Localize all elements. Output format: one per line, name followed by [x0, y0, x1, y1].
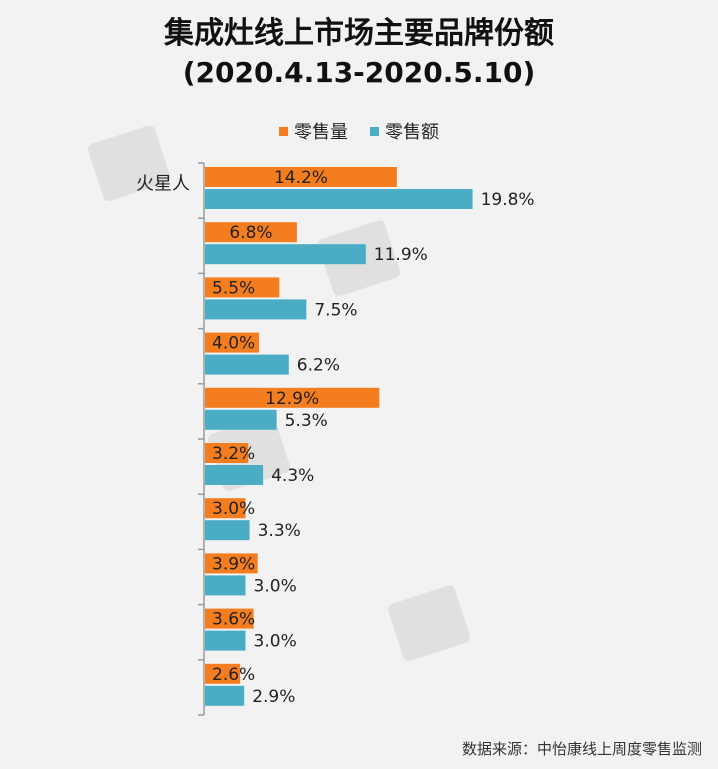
- bar-volume: [205, 222, 297, 243]
- legend-swatch-value: [370, 126, 379, 136]
- bar-value: [205, 189, 473, 209]
- bar-volume: [205, 608, 254, 629]
- bar-value: [205, 575, 246, 596]
- legend-swatch-volume: [279, 126, 288, 136]
- bar-volume: [205, 387, 380, 408]
- data-label-volume: 14.2%: [274, 168, 328, 188]
- legend-item-volume: 零售量: [279, 118, 348, 144]
- chart-title: 集成灶线上市场主要品牌份额: [164, 16, 554, 51]
- bar-value: [205, 299, 307, 320]
- bar-value: [205, 409, 277, 430]
- data-label-volume: 3.6%: [212, 610, 255, 630]
- category-label: 火星人: [136, 174, 190, 195]
- data-label-value: 7.5%: [314, 300, 357, 320]
- data-label-value: 19.8%: [481, 190, 535, 210]
- legend: 零售量 零售额: [0, 118, 718, 144]
- bar-volume: [205, 332, 260, 353]
- data-label-value: 11.9%: [374, 245, 428, 265]
- data-label-volume: 4.0%: [212, 334, 255, 354]
- bars-group: 14.2% 19.8% 6.8% 11.9% 5.5% 7.5% 4.0% 6.2% 12.9%…: [205, 167, 535, 707]
- watermark: [88, 125, 471, 662]
- data-label-value: 4.3%: [271, 466, 314, 486]
- data-label-volume: 2.6%: [212, 665, 255, 685]
- bar-value: [205, 630, 246, 651]
- watermark-logo-shape: [88, 125, 171, 202]
- data-label-volume: 3.2%: [212, 444, 255, 464]
- data-label-volume: 3.9%: [212, 554, 255, 574]
- bar-volume: [205, 553, 258, 574]
- source-note: 数据来源：中怡康线上周度零售监测: [461, 740, 702, 758]
- bar-value: [205, 465, 264, 485]
- bar-volume: [205, 443, 249, 463]
- bar-volume: [205, 663, 241, 684]
- bar-volume: [205, 498, 246, 519]
- data-label-volume: 12.9%: [265, 389, 319, 409]
- data-label-value: 6.2%: [297, 356, 340, 376]
- data-label-value: 2.9%: [252, 687, 295, 707]
- bar-volume: [205, 277, 280, 298]
- data-label-value: 5.3%: [285, 411, 328, 431]
- legend-label-value: 零售额: [385, 122, 439, 143]
- chart-subtitle: (2020.4.13-2020.5.10): [182, 56, 536, 89]
- bar-value: [205, 520, 250, 541]
- data-label-volume: 3.0%: [212, 499, 255, 519]
- bar-value: [205, 244, 366, 265]
- data-label-value: 3.0%: [254, 576, 297, 596]
- legend-label-volume: 零售量: [294, 122, 348, 143]
- data-label-volume: 5.5%: [212, 278, 255, 298]
- watermark-logo-shape: [388, 585, 471, 662]
- bar-value: [205, 354, 289, 375]
- category-axis-ticks: [198, 162, 204, 716]
- data-label-volume: 6.8%: [229, 223, 272, 243]
- category-labels: 火星人: [136, 174, 190, 195]
- bar-value: [205, 685, 245, 706]
- data-label-value: 3.0%: [254, 632, 297, 652]
- data-label-value: 3.3%: [258, 521, 301, 541]
- bar-volume: [205, 167, 397, 187]
- legend-item-value: 零售额: [370, 118, 439, 144]
